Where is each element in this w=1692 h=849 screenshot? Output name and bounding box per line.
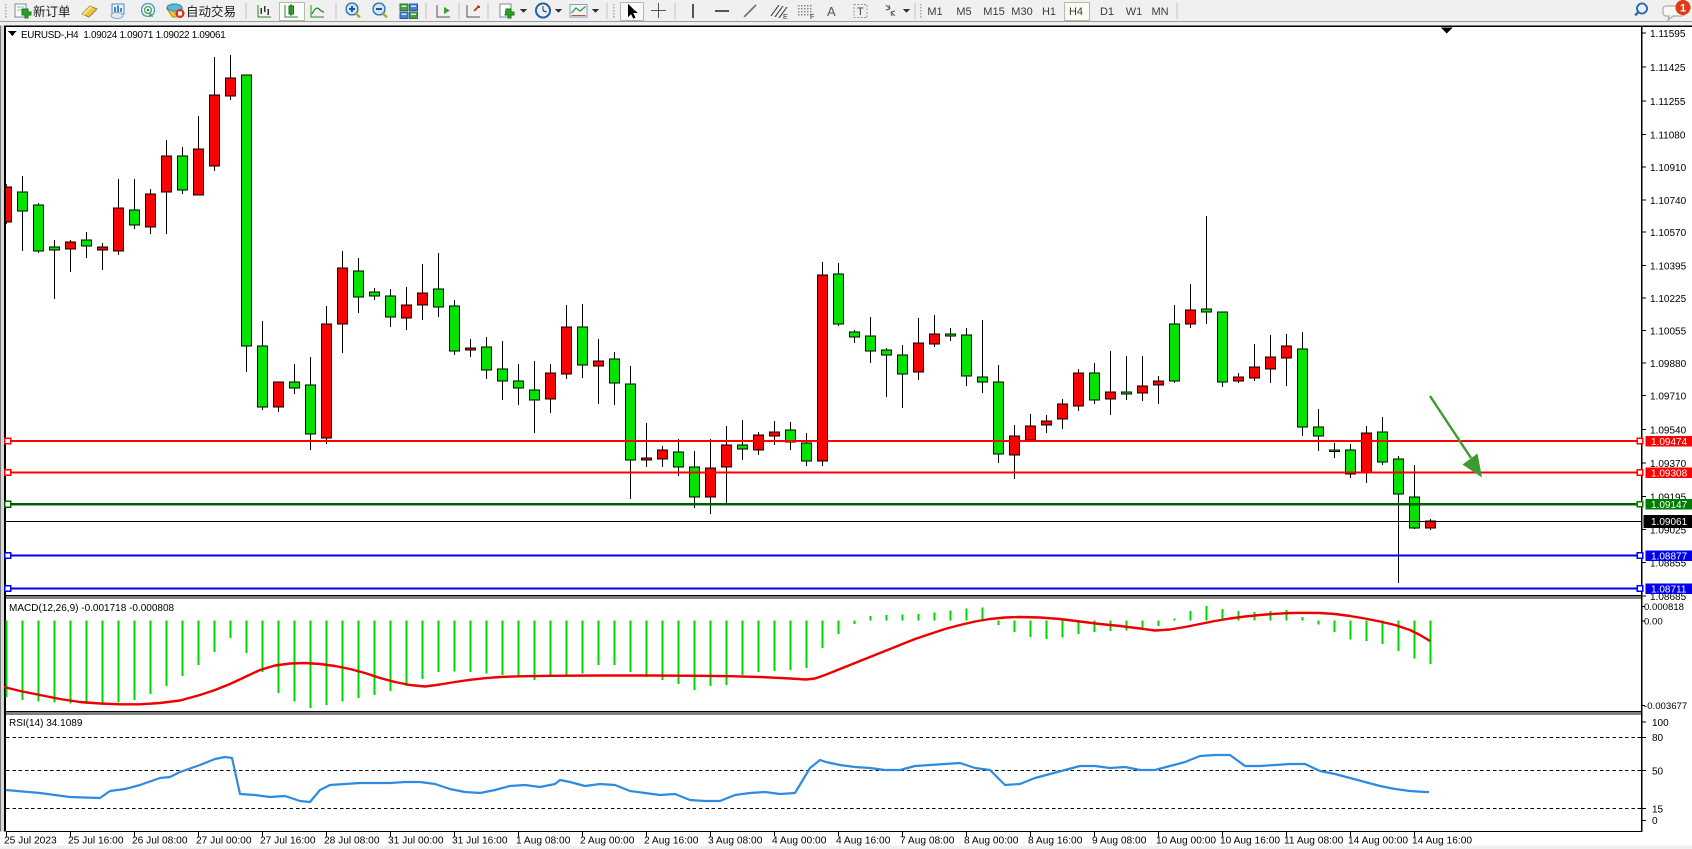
svg-text:1.09540: 1.09540 [1650, 426, 1687, 437]
svg-text:-0.003677: -0.003677 [1644, 701, 1687, 712]
svg-text:1.10225: 1.10225 [1650, 294, 1687, 305]
svg-text:0.000818: 0.000818 [1644, 602, 1684, 613]
svg-text:9 Aug 08:00: 9 Aug 08:00 [1092, 836, 1147, 847]
svg-text:M1: M1 [927, 6, 942, 18]
svg-text:1.09308: 1.09308 [1651, 468, 1688, 479]
svg-text:1.08855: 1.08855 [1650, 559, 1687, 570]
svg-text:1.09710: 1.09710 [1650, 392, 1687, 403]
svg-text:3 Aug 08:00: 3 Aug 08:00 [708, 836, 763, 847]
svg-text:15: 15 [1652, 804, 1664, 815]
svg-text:1.11595: 1.11595 [1650, 29, 1686, 40]
svg-text:10 Aug 00:00: 10 Aug 00:00 [1156, 836, 1216, 847]
svg-text:1.10740: 1.10740 [1650, 196, 1687, 207]
svg-text:1.10570: 1.10570 [1650, 228, 1687, 239]
svg-text:10 Aug 16:00: 10 Aug 16:00 [1220, 836, 1280, 847]
svg-text:1.09370: 1.09370 [1650, 459, 1687, 470]
svg-text:1.10055: 1.10055 [1650, 327, 1687, 338]
svg-text:80: 80 [1652, 733, 1664, 744]
svg-text:1.09061: 1.09061 [1651, 517, 1688, 528]
svg-text:H4: H4 [1069, 6, 1083, 18]
svg-text:自动交易: 自动交易 [186, 4, 236, 19]
svg-text:100: 100 [1652, 718, 1669, 729]
svg-text:1 Aug 08:00: 1 Aug 08:00 [516, 836, 571, 847]
svg-text:25 Jul 2023: 25 Jul 2023 [4, 836, 57, 847]
svg-text:28 Jul 08:00: 28 Jul 08:00 [324, 836, 380, 847]
svg-text:14 Aug 16:00: 14 Aug 16:00 [1412, 836, 1472, 847]
svg-text:25 Jul 16:00: 25 Jul 16:00 [68, 836, 124, 847]
svg-text:M15: M15 [983, 6, 1004, 18]
svg-text:2 Aug 16:00: 2 Aug 16:00 [644, 836, 699, 847]
svg-text:D1: D1 [1100, 6, 1114, 18]
svg-text:1: 1 [1680, 3, 1686, 15]
svg-text:31 Jul 16:00: 31 Jul 16:00 [452, 836, 508, 847]
svg-text:0: 0 [1652, 816, 1658, 827]
svg-text:1.11080: 1.11080 [1650, 131, 1686, 142]
svg-text:1.11255: 1.11255 [1650, 97, 1686, 108]
svg-text:1.11425: 1.11425 [1650, 63, 1686, 74]
svg-text:H1: H1 [1042, 6, 1056, 18]
svg-text:1.08685: 1.08685 [1650, 592, 1687, 603]
svg-text:31 Jul 00:00: 31 Jul 00:00 [388, 836, 444, 847]
svg-text:1.09195: 1.09195 [1650, 493, 1687, 504]
svg-text:4 Aug 16:00: 4 Aug 16:00 [836, 836, 891, 847]
svg-text:50: 50 [1652, 766, 1664, 777]
svg-text:1.09025: 1.09025 [1650, 526, 1687, 537]
svg-text:1.09880: 1.09880 [1650, 359, 1687, 370]
svg-text:E: E [783, 14, 788, 21]
svg-text:4 Aug 00:00: 4 Aug 00:00 [772, 836, 827, 847]
svg-text:14 Aug 00:00: 14 Aug 00:00 [1348, 836, 1408, 847]
svg-text:7 Aug 08:00: 7 Aug 08:00 [900, 836, 955, 847]
svg-text:8 Aug 16:00: 8 Aug 16:00 [1028, 836, 1083, 847]
svg-text:W1: W1 [1126, 6, 1143, 18]
svg-text:0.00: 0.00 [1644, 617, 1663, 628]
svg-text:1.08711: 1.08711 [1651, 584, 1687, 595]
svg-text:2 Aug 00:00: 2 Aug 00:00 [580, 836, 635, 847]
svg-text:新订单: 新订单 [33, 4, 71, 19]
svg-text:1.09474: 1.09474 [1651, 437, 1688, 448]
svg-text:M30: M30 [1011, 6, 1032, 18]
svg-text:27 Jul 00:00: 27 Jul 00:00 [196, 836, 252, 847]
svg-text:1.10395: 1.10395 [1650, 262, 1687, 273]
svg-text:EURUSD-,H4 1.09024 1.09071 1.: EURUSD-,H4 1.09024 1.09071 1.09022 1.090… [21, 30, 225, 41]
svg-text:M5: M5 [956, 6, 971, 18]
svg-text:1.10910: 1.10910 [1650, 163, 1687, 174]
svg-text:8 Aug 00:00: 8 Aug 00:00 [964, 836, 1019, 847]
svg-text:11 Aug 08:00: 11 Aug 08:00 [1284, 836, 1344, 847]
svg-text:27 Jul 16:00: 27 Jul 16:00 [260, 836, 316, 847]
svg-text:26 Jul 08:00: 26 Jul 08:00 [132, 836, 188, 847]
svg-text:T: T [857, 6, 864, 18]
svg-text:1.09147: 1.09147 [1651, 500, 1688, 511]
svg-text:MACD(12,26,9) -0.001718 -0.000: MACD(12,26,9) -0.001718 -0.000808 [9, 603, 175, 614]
svg-text:F: F [810, 14, 814, 21]
svg-text:A: A [827, 4, 836, 19]
svg-text:MN: MN [1151, 6, 1168, 18]
svg-text:RSI(14) 34.1089: RSI(14) 34.1089 [9, 718, 83, 729]
svg-text:1.08877: 1.08877 [1651, 551, 1688, 562]
